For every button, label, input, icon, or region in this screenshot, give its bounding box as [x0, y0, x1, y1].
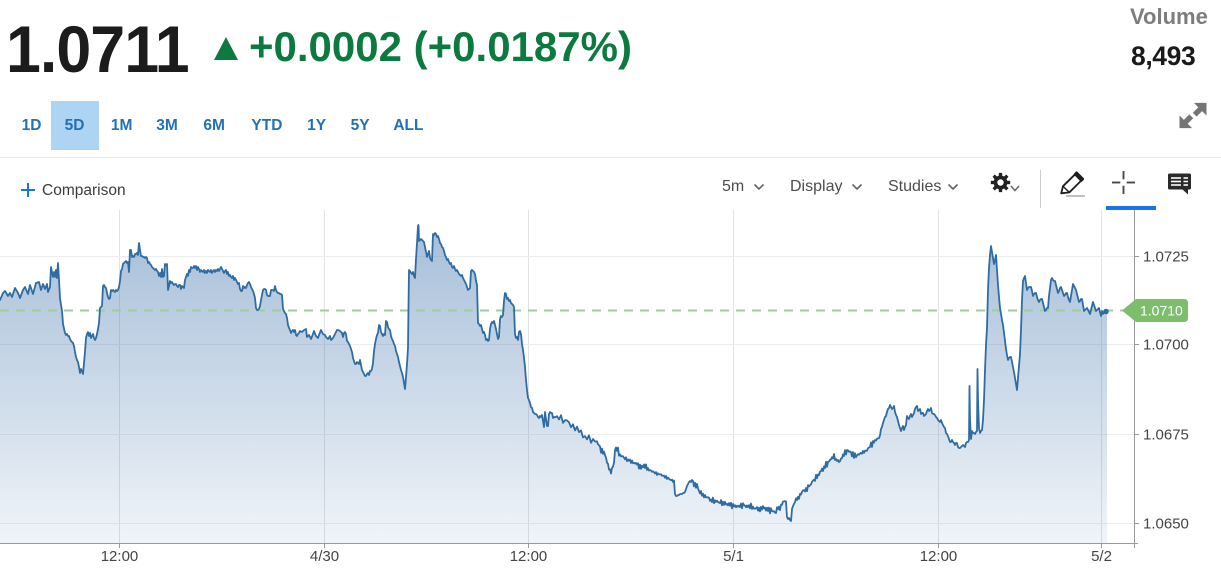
- svg-text:12:00: 12:00: [920, 548, 958, 565]
- svg-text:1.0675: 1.0675: [1143, 427, 1189, 444]
- svg-text:1.0650: 1.0650: [1143, 516, 1189, 533]
- svg-text:1.0710: 1.0710: [1140, 303, 1183, 319]
- svg-text:12:00: 12:00: [101, 548, 139, 565]
- svg-text:5/1: 5/1: [723, 548, 744, 565]
- svg-text:12:00: 12:00: [510, 548, 548, 565]
- svg-text:4/30: 4/30: [310, 548, 339, 565]
- svg-text:5/2: 5/2: [1091, 548, 1112, 565]
- svg-text:1.0725: 1.0725: [1143, 249, 1189, 266]
- svg-text:1.0700: 1.0700: [1143, 337, 1189, 354]
